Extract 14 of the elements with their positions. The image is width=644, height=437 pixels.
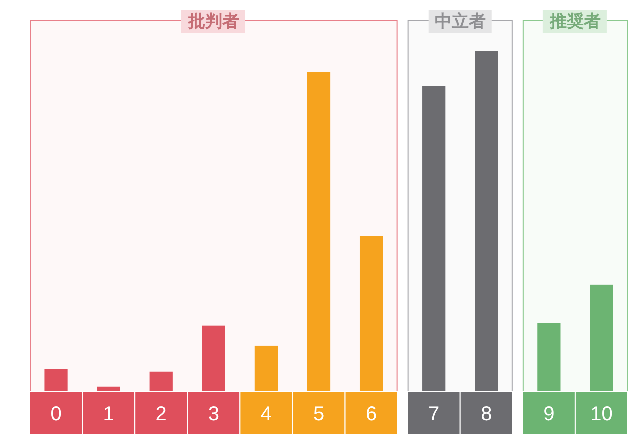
x-tick-label: 10 [590, 404, 613, 426]
x-tick-label: 2 [156, 404, 167, 426]
x-tick-label: 7 [428, 404, 440, 426]
band-label: 推奨者 [548, 12, 601, 31]
x-tick-label: 6 [366, 404, 378, 426]
x-tick-label: 5 [313, 404, 325, 426]
x-tick-label: 3 [208, 404, 220, 426]
x-tick-label: 4 [260, 404, 272, 426]
x-tick-label: 8 [481, 404, 492, 426]
band-label: 中立者 [434, 12, 486, 31]
x-tick-label: 9 [544, 404, 555, 426]
x-tick-label: 1 [103, 404, 114, 426]
band-label: 批判者 [187, 12, 240, 31]
x-tick-label: 0 [50, 404, 62, 426]
